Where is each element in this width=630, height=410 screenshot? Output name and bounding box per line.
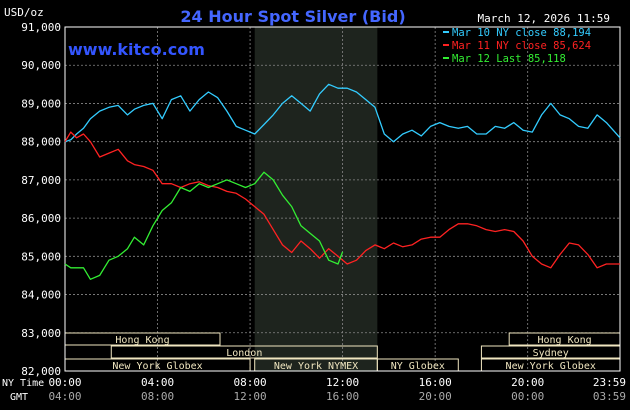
unit-label: USD/oz <box>4 6 44 19</box>
session-label: Sydney <box>533 348 569 359</box>
chart-title: 24 Hour Spot Silver (Bid) <box>180 7 405 26</box>
legend-entry: Mar 11 NY close 85,624 <box>452 40 591 52</box>
y-tick-label: 84,000 <box>21 289 61 302</box>
gmt-tick-label: 12:00 <box>234 390 267 403</box>
legend-entry: Mar 10 NY close 88,194 <box>452 27 591 39</box>
gmt-tick-label: 08:00 <box>141 390 174 403</box>
session-label: New York Globex <box>506 361 596 372</box>
y-tick-label: 83,000 <box>21 327 61 340</box>
session-label: London <box>226 348 262 359</box>
site-label[interactable]: www.kitco.com <box>68 40 205 59</box>
x-tick-label: 08:00 <box>234 376 267 389</box>
y-tick-label: 90,000 <box>21 59 61 72</box>
plot-frame <box>64 26 621 372</box>
y-tick-label: 88,000 <box>21 136 61 149</box>
x-tick-label: 00:00 <box>48 376 81 389</box>
y-tick-label: 86,000 <box>21 212 61 225</box>
series-line <box>64 83 621 143</box>
x-tick-label: 04:00 <box>141 376 174 389</box>
session-label: New York NYMEX <box>274 361 358 372</box>
x-tick-label: 20:00 <box>511 376 544 389</box>
gmt-tick-label: 04:00 <box>48 390 81 403</box>
series-line <box>64 131 620 269</box>
session-bar <box>110 345 378 359</box>
gmt-tick-label: 03:59 <box>593 390 626 403</box>
y-tick-label: 89,000 <box>21 97 61 110</box>
y-tick-label: 91,000 <box>21 21 61 34</box>
gmt-axis-label: GMT <box>10 392 28 403</box>
x-tick-label: 23:59 <box>593 376 626 389</box>
ny-time-axis-label: NY Time <box>2 378 44 389</box>
session-label: Hong Kong <box>537 335 591 346</box>
gmt-tick-label: 20:00 <box>419 390 452 403</box>
gmt-tick-label: 00:00 <box>511 390 544 403</box>
series-line <box>64 171 344 280</box>
session-label: New York Globex <box>112 361 202 372</box>
y-tick-label: 85,000 <box>21 250 61 263</box>
nymex-highlight-band <box>254 27 378 371</box>
gmt-tick-label: 16:00 <box>326 390 359 403</box>
y-tick-label: 82,000 <box>21 365 61 378</box>
x-tick-label: 16:00 <box>419 376 452 389</box>
date-label: March 12, 2026 11:59 <box>478 12 610 25</box>
legend-entry: Mar 12 Last 85,118 <box>452 53 566 65</box>
plot-area: 82,000 83,000 84,000 85,000 86,000 87,000 88,0… <box>2 21 626 403</box>
x-tick-label: 12:00 <box>326 376 359 389</box>
session-label: Hong Kong <box>115 335 169 346</box>
session-label: NY Globex <box>391 361 445 372</box>
y-tick-label: 87,000 <box>21 174 61 187</box>
